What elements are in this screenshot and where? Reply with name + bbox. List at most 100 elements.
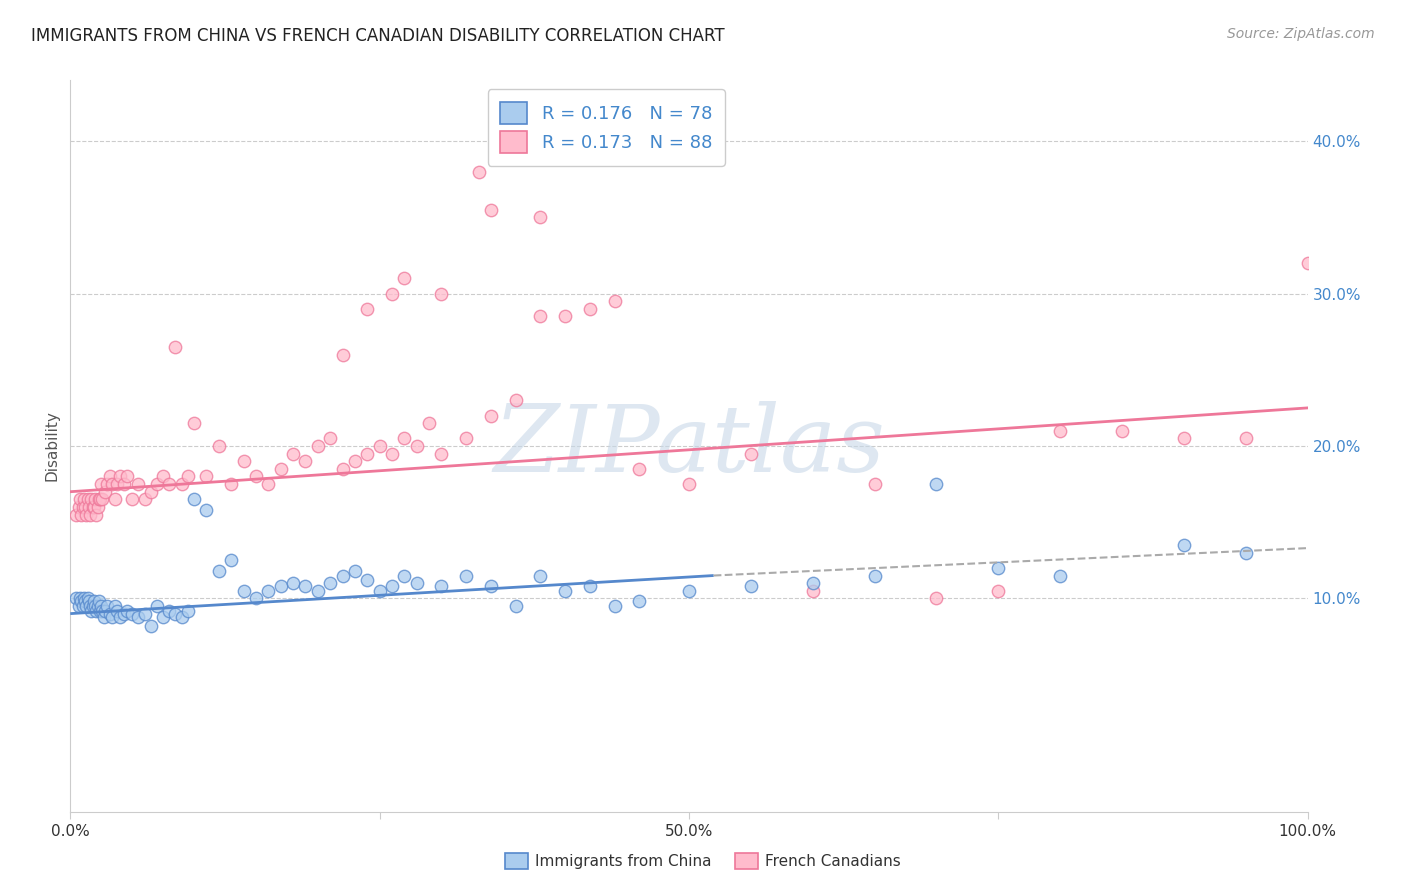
- Point: [356, 447, 378, 461]
- Point: [83, 594, 105, 608]
- Point: [405, 439, 427, 453]
- Point: [84, 508, 107, 522]
- Point: [139, 484, 162, 499]
- Point: [165, 340, 187, 354]
- Point: [529, 310, 551, 324]
- Point: [152, 469, 174, 483]
- Point: [467, 164, 489, 178]
- Point: [108, 469, 131, 483]
- Point: [381, 447, 404, 461]
- Y-axis label: Disability: Disability: [44, 410, 59, 482]
- Point: [332, 462, 354, 476]
- Point: [146, 477, 169, 491]
- Point: [270, 462, 292, 476]
- Point: [134, 607, 156, 621]
- Point: [554, 310, 576, 324]
- Point: [529, 568, 551, 582]
- Text: Source: ZipAtlas.com: Source: ZipAtlas.com: [1227, 27, 1375, 41]
- Point: [104, 599, 127, 613]
- Point: [91, 492, 114, 507]
- Point: [170, 477, 193, 491]
- Point: [69, 492, 91, 507]
- Point: [75, 508, 97, 522]
- Point: [73, 591, 96, 606]
- Point: [77, 594, 100, 608]
- Point: [294, 579, 316, 593]
- Point: [101, 609, 124, 624]
- Point: [98, 607, 121, 621]
- Point: [183, 492, 205, 507]
- Point: [332, 347, 354, 362]
- Point: [65, 508, 87, 522]
- Point: [94, 484, 117, 499]
- Point: [678, 477, 700, 491]
- Point: [84, 492, 107, 507]
- Point: [801, 583, 824, 598]
- Point: [73, 492, 96, 507]
- Point: [87, 594, 110, 608]
- Legend: R = 0.176   N = 78, R = 0.173   N = 88: R = 0.176 N = 78, R = 0.173 N = 88: [488, 89, 725, 166]
- Point: [65, 591, 87, 606]
- Point: [479, 202, 502, 217]
- Point: [281, 447, 304, 461]
- Point: [343, 564, 366, 578]
- Point: [368, 583, 391, 598]
- Point: [1296, 256, 1319, 270]
- Point: [863, 477, 886, 491]
- Point: [356, 301, 378, 316]
- Point: [579, 579, 602, 593]
- Point: [96, 477, 118, 491]
- Point: [307, 439, 329, 453]
- Point: [91, 603, 114, 617]
- Point: [1173, 431, 1195, 445]
- Point: [430, 286, 453, 301]
- Point: [394, 271, 416, 285]
- Point: [394, 431, 416, 445]
- Legend: Immigrants from China, French Canadians: Immigrants from China, French Canadians: [499, 847, 907, 875]
- Point: [90, 599, 112, 613]
- Point: [505, 599, 527, 613]
- Point: [115, 469, 138, 483]
- Point: [105, 477, 128, 491]
- Point: [987, 561, 1010, 575]
- Point: [554, 583, 576, 598]
- Point: [208, 564, 231, 578]
- Point: [90, 477, 112, 491]
- Point: [165, 607, 187, 621]
- Point: [740, 447, 762, 461]
- Point: [80, 603, 103, 617]
- Point: [115, 603, 138, 617]
- Point: [319, 431, 342, 445]
- Point: [245, 469, 267, 483]
- Point: [152, 609, 174, 624]
- Point: [121, 607, 143, 621]
- Point: [257, 583, 280, 598]
- Point: [232, 454, 254, 468]
- Point: [84, 599, 107, 613]
- Point: [270, 579, 292, 593]
- Point: [430, 579, 453, 593]
- Point: [294, 454, 316, 468]
- Point: [101, 477, 124, 491]
- Point: [86, 500, 108, 514]
- Point: [628, 594, 651, 608]
- Point: [332, 568, 354, 582]
- Point: [678, 583, 700, 598]
- Point: [75, 500, 97, 514]
- Point: [479, 579, 502, 593]
- Point: [93, 609, 115, 624]
- Point: [1049, 568, 1071, 582]
- Point: [177, 469, 200, 483]
- Point: [79, 599, 101, 613]
- Point: [479, 409, 502, 423]
- Point: [121, 492, 143, 507]
- Point: [925, 477, 948, 491]
- Point: [1234, 431, 1257, 445]
- Point: [80, 492, 103, 507]
- Point: [1173, 538, 1195, 552]
- Point: [79, 508, 101, 522]
- Point: [343, 454, 366, 468]
- Point: [127, 609, 149, 624]
- Point: [579, 301, 602, 316]
- Point: [219, 477, 242, 491]
